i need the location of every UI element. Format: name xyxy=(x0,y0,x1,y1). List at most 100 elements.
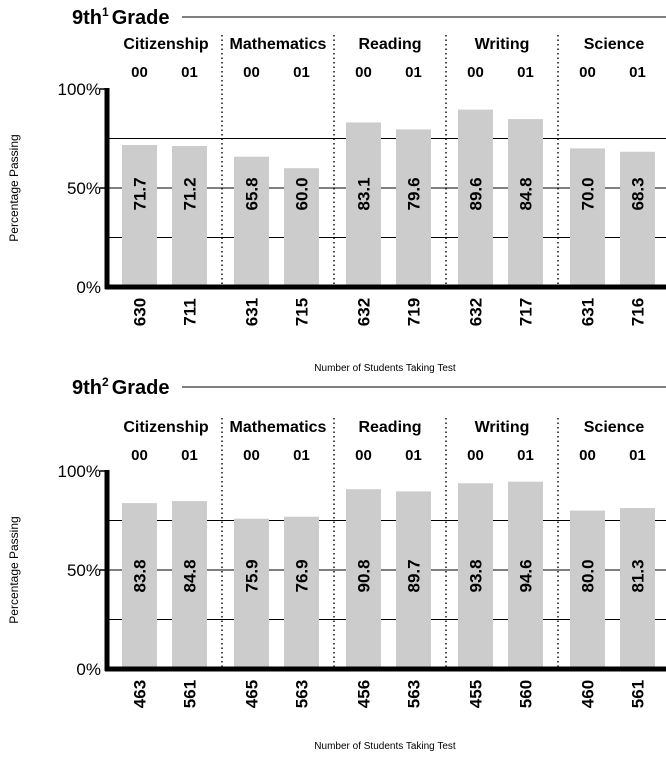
bar xyxy=(284,168,319,287)
bar xyxy=(234,156,269,287)
student-count-label: 465 xyxy=(243,680,262,708)
student-count-label: 717 xyxy=(517,298,536,326)
student-count-label: 631 xyxy=(243,298,262,326)
bar-value-label: 71.2 xyxy=(181,177,200,210)
bar-value-label: 84.8 xyxy=(517,177,536,210)
year-label: 00 xyxy=(243,447,260,464)
student-count-label: 463 xyxy=(131,680,150,708)
bar-value-label: 94.6 xyxy=(517,559,536,592)
year-label: 01 xyxy=(293,447,310,464)
bar xyxy=(346,122,381,287)
student-count-label: 631 xyxy=(579,298,598,326)
bar xyxy=(620,508,655,669)
year-label: 01 xyxy=(181,64,198,81)
bar-value-label: 68.3 xyxy=(629,177,648,210)
year-label: 01 xyxy=(629,447,646,464)
title-superscript: 2 xyxy=(102,375,109,389)
title-superscript: 1 xyxy=(102,5,109,19)
x-axis-label: Number of Students Taking Test xyxy=(314,741,456,752)
bar xyxy=(122,145,157,287)
bar xyxy=(396,491,431,669)
bar-value-label: 83.8 xyxy=(131,559,150,592)
student-count-label: 456 xyxy=(355,680,374,708)
bar-value-label: 93.8 xyxy=(467,559,486,592)
student-count-label: 630 xyxy=(131,298,150,326)
bar-value-label: 70.0 xyxy=(579,177,598,210)
bar-value-label: 81.3 xyxy=(629,559,648,592)
bar-value-label: 71.7 xyxy=(131,177,150,210)
year-label: 00 xyxy=(131,64,148,81)
bar-value-label: 89.6 xyxy=(467,177,486,210)
y-tick-label: 100% xyxy=(58,80,101,99)
x-axis-label: Number of Students Taking Test xyxy=(314,363,456,374)
bar xyxy=(346,489,381,669)
subject-label: Citizenship xyxy=(123,36,209,53)
bar-value-label: 84.8 xyxy=(181,559,200,592)
student-count-label: 455 xyxy=(467,680,486,708)
y-tick-label: 100% xyxy=(58,462,101,481)
bar xyxy=(172,501,207,669)
student-count-label: 719 xyxy=(405,298,424,326)
subject-label: Writing xyxy=(475,419,530,436)
year-label: 00 xyxy=(467,64,484,81)
bar-value-label: 60.0 xyxy=(293,177,312,210)
title-grade-word: Grade xyxy=(112,7,170,29)
chart-title: 9th2 Grade xyxy=(72,375,170,399)
bar-value-label: 90.8 xyxy=(355,559,374,592)
y-tick-label: 0% xyxy=(76,278,101,297)
bar xyxy=(570,510,605,669)
bar xyxy=(570,148,605,287)
year-label: 01 xyxy=(405,64,422,81)
title-grade-number: 9th xyxy=(72,7,102,29)
year-label: 00 xyxy=(243,64,260,81)
bar-value-label: 79.6 xyxy=(405,177,424,210)
student-count-label: 561 xyxy=(181,680,200,708)
chart-title: 9th1 Grade xyxy=(72,5,170,29)
bar-value-label: 83.1 xyxy=(355,177,374,210)
student-count-label: 711 xyxy=(181,298,200,325)
year-label: 00 xyxy=(467,447,484,464)
year-label: 01 xyxy=(181,447,198,464)
student-count-label: 563 xyxy=(405,680,424,708)
year-label: 01 xyxy=(293,64,310,81)
bar xyxy=(508,119,543,287)
subject-label: Science xyxy=(584,419,645,436)
bar xyxy=(458,483,493,669)
student-count-label: 560 xyxy=(517,680,536,708)
year-label: 00 xyxy=(355,64,372,81)
bar xyxy=(172,146,207,287)
bar xyxy=(396,129,431,287)
subject-label: Reading xyxy=(358,419,421,436)
bar xyxy=(122,503,157,669)
subject-label: Citizenship xyxy=(123,419,209,436)
bar xyxy=(458,109,493,287)
bar-value-label: 75.9 xyxy=(243,559,262,592)
title-grade-number: 9th xyxy=(72,377,102,399)
student-count-label: 561 xyxy=(629,680,648,708)
subject-label: Science xyxy=(584,36,645,53)
y-axis-label: Percentage Passing xyxy=(7,134,21,241)
student-count-label: 460 xyxy=(579,680,598,708)
bar xyxy=(620,151,655,287)
year-label: 00 xyxy=(579,447,596,464)
subject-label: Mathematics xyxy=(230,419,327,436)
student-count-label: 716 xyxy=(629,298,648,326)
student-count-label: 715 xyxy=(293,298,312,326)
title-grade-word: Grade xyxy=(112,377,170,399)
bar-value-label: 80.0 xyxy=(579,559,598,592)
bar xyxy=(284,516,319,669)
bar xyxy=(234,518,269,669)
student-count-label: 632 xyxy=(467,298,486,326)
y-axis-label: Percentage Passing xyxy=(7,516,21,623)
bar xyxy=(508,481,543,669)
student-count-label: 563 xyxy=(293,680,312,708)
y-tick-label: 50% xyxy=(67,179,101,198)
year-label: 00 xyxy=(131,447,148,464)
year-label: 01 xyxy=(517,64,534,81)
year-label: 00 xyxy=(579,64,596,81)
student-count-label: 632 xyxy=(355,298,374,326)
bar-value-label: 65.8 xyxy=(243,177,262,210)
subject-label: Reading xyxy=(358,36,421,53)
year-label: 00 xyxy=(355,447,372,464)
